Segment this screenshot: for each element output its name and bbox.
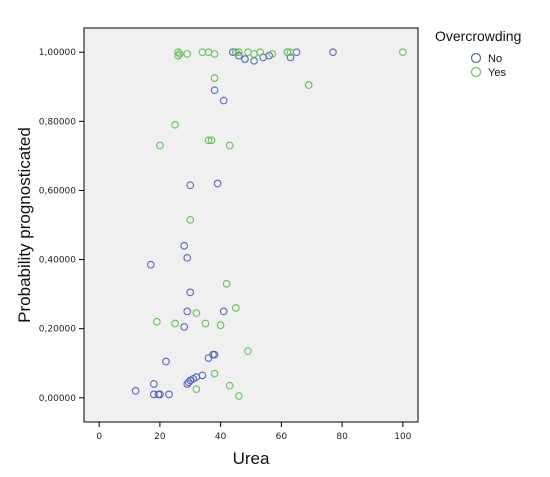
data-point-no xyxy=(186,181,195,190)
x-tick-label: 0 xyxy=(96,432,102,442)
data-point-yes xyxy=(268,50,277,58)
x-tick-label: 100 xyxy=(394,432,411,442)
data-point-yes xyxy=(192,385,201,394)
y-tick-label: 0,60000 xyxy=(39,186,76,196)
data-point-no xyxy=(180,241,189,250)
data-point-yes xyxy=(207,136,216,145)
y-tick-label: 0,00000 xyxy=(39,394,76,404)
data-point-yes xyxy=(235,48,243,57)
data-point-yes xyxy=(235,392,243,400)
data-point-yes xyxy=(171,319,179,328)
data-point-yes xyxy=(244,347,252,355)
legend-label-no: No xyxy=(488,53,502,65)
legend-label-yes: Yes xyxy=(488,67,506,79)
data-point-yes xyxy=(216,321,225,330)
data-point-no xyxy=(162,357,170,366)
data-point-no xyxy=(146,260,155,269)
data-point-yes xyxy=(210,369,219,378)
data-point-no xyxy=(198,371,207,380)
data-point-yes xyxy=(156,141,164,150)
data-point-no xyxy=(180,323,189,331)
data-point-yes xyxy=(231,48,240,57)
data-point-yes xyxy=(210,74,219,82)
data-point-no xyxy=(165,390,173,399)
data-point-no xyxy=(210,350,219,359)
legend-title: Overcrowding xyxy=(435,28,521,44)
data-point-yes xyxy=(225,381,234,390)
data-point-yes xyxy=(204,136,213,145)
data-point-yes xyxy=(286,48,295,57)
legend-marker-yes xyxy=(470,66,482,78)
data-point-yes xyxy=(256,48,264,57)
data-point-yes xyxy=(175,50,184,58)
data-point-no xyxy=(210,86,219,95)
data-point-no xyxy=(329,48,337,57)
series-no xyxy=(131,48,337,399)
x-tick-label: 40 xyxy=(215,432,227,442)
data-point-no xyxy=(241,55,249,63)
data-point-yes xyxy=(174,48,182,57)
y-tick-label: 0,80000 xyxy=(39,117,76,127)
legend-entry-no: No xyxy=(470,52,502,65)
data-points xyxy=(131,48,407,400)
data-point-yes xyxy=(231,304,240,312)
y-axis-title: Probability prognosticated xyxy=(15,127,34,323)
data-point-no xyxy=(183,307,192,316)
data-point-yes xyxy=(183,50,192,58)
data-point-no xyxy=(219,307,228,316)
x-axis-title: Urea xyxy=(233,449,270,468)
x-tick-label: 60 xyxy=(276,432,288,442)
plot-background xyxy=(83,27,419,423)
data-point-yes xyxy=(153,317,161,326)
data-point-yes xyxy=(304,81,313,89)
data-point-no xyxy=(219,96,228,105)
data-point-yes xyxy=(186,215,195,224)
data-point-no xyxy=(156,390,164,399)
data-point-no xyxy=(183,253,192,262)
data-point-yes xyxy=(210,50,219,58)
series-yes xyxy=(153,48,407,400)
data-point-yes xyxy=(174,51,182,60)
data-point-no xyxy=(131,387,140,395)
y-tick-label: 1,00000 xyxy=(39,48,76,58)
data-point-yes xyxy=(398,48,407,57)
legend-entry-yes: Yes xyxy=(470,66,506,79)
x-tick-label: 20 xyxy=(154,432,166,442)
data-point-yes xyxy=(201,319,210,328)
data-point-yes xyxy=(222,279,231,288)
legend: Overcrowding No Yes xyxy=(435,28,521,79)
data-point-yes xyxy=(192,309,201,317)
x-tick-label: 80 xyxy=(336,432,348,442)
data-point-yes xyxy=(171,120,179,129)
data-point-yes xyxy=(283,48,292,57)
legend-marker-no xyxy=(470,52,482,64)
data-point-no xyxy=(186,288,195,297)
axes: 0 20 40 60 80 100 0,00000 0,20000 0,40000 0,60000… xyxy=(39,48,412,442)
y-tick-label: 0,40000 xyxy=(39,256,76,266)
y-tick-label: 0,20000 xyxy=(39,325,76,335)
data-point-yes xyxy=(225,141,234,150)
data-point-no xyxy=(149,380,158,388)
data-point-no xyxy=(213,179,222,188)
